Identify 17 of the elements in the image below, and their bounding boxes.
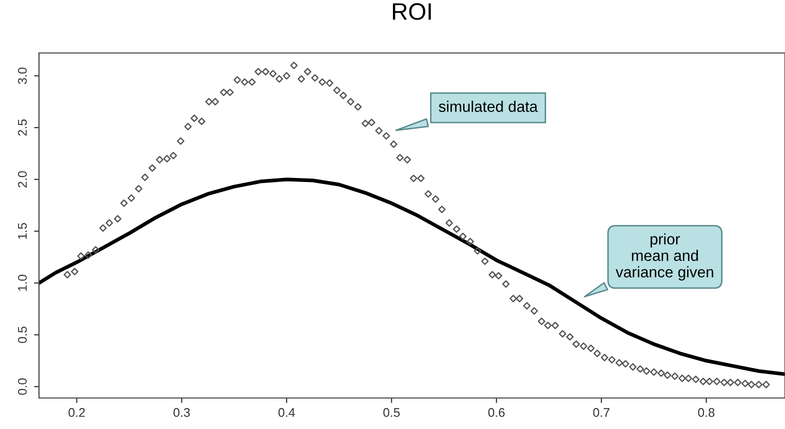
x-tick-label: 0.6 [488, 408, 505, 417]
y-tick-label: 1.0 [18, 274, 27, 291]
x-tick-label: 0.4 [278, 408, 295, 417]
y-tick-label: 1.5 [18, 223, 27, 239]
y-tick-label: 2.5 [18, 119, 27, 136]
annotation: simulated data [438, 100, 538, 112]
y-tick-label: 3.0 [18, 68, 27, 84]
x-tick-label: 0.2 [68, 408, 85, 417]
y-tick-label: 0.5 [18, 326, 27, 343]
y-tick-label: 2.0 [18, 171, 27, 188]
x-tick-label: 0.3 [173, 408, 190, 417]
y-tick-label: 0.0 [18, 378, 27, 395]
x-tick-label: 0.7 [593, 408, 610, 417]
x-tick-label: 0.8 [698, 408, 714, 417]
chart-title: ROI [392, 3, 431, 20]
x-tick-label: 0.5 [383, 408, 400, 417]
annotation: prior mean and variance given [616, 233, 714, 280]
